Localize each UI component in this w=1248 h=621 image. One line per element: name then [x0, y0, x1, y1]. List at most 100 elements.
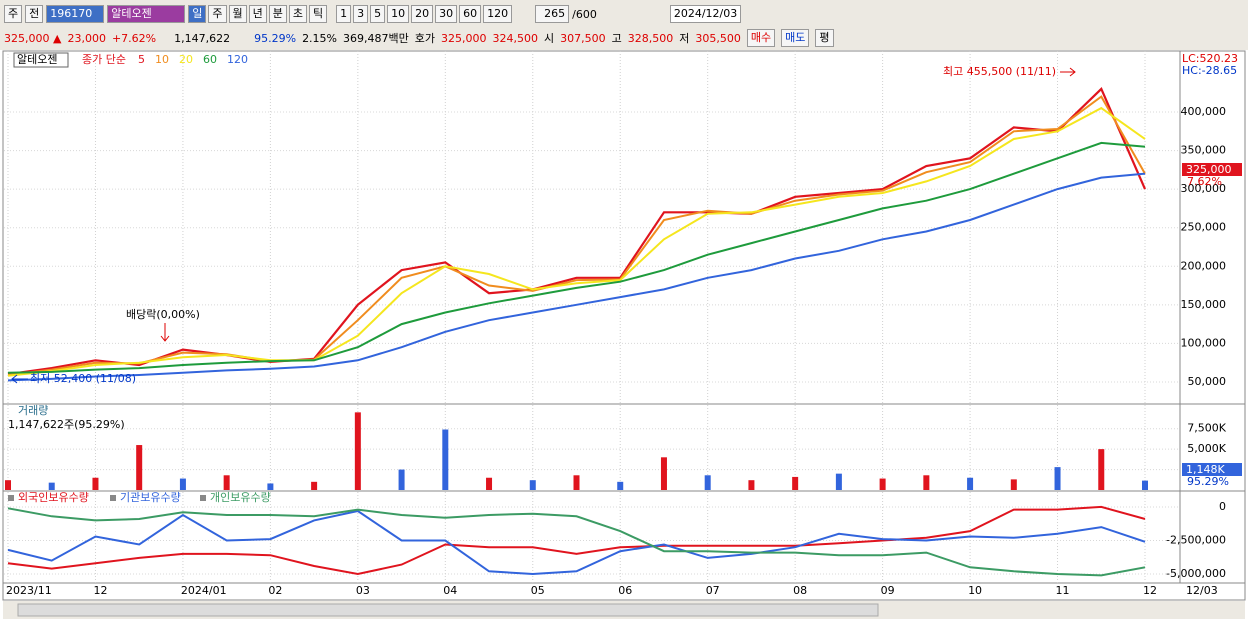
volume-bar: [879, 478, 886, 490]
period-button[interactable]: 월: [228, 5, 247, 23]
volume-bar: [354, 412, 361, 490]
x-tick-label: 12: [93, 584, 107, 597]
buy-button[interactable]: 매수: [746, 29, 776, 47]
series-line: [7, 141, 1146, 374]
y-tick-label: 100,000: [1181, 336, 1227, 349]
prev-button[interactable]: 전: [25, 5, 44, 23]
panel-title: 거래량: [18, 404, 48, 417]
interval-button[interactable]: 30: [435, 5, 458, 23]
x-tick-label: 08: [793, 584, 807, 597]
period-button[interactable]: 일: [188, 5, 207, 23]
high-label: 고: [611, 32, 622, 45]
series-line: [7, 509, 1146, 576]
interval-button[interactable]: 1: [336, 5, 352, 23]
legend-entry: 5: [138, 53, 145, 66]
volume-bar: [967, 477, 974, 490]
interval-button[interactable]: 120: [483, 5, 513, 23]
date-input[interactable]: 2024/12/03: [669, 5, 742, 23]
interval-button[interactable]: 3: [353, 5, 369, 23]
sell-button[interactable]: 매도: [781, 29, 810, 47]
avg-button[interactable]: 평: [815, 29, 834, 47]
price-tag: [1182, 163, 1242, 176]
y-tick-label: 50,000: [1188, 375, 1227, 388]
volume-bar: [398, 469, 405, 490]
panel-info: 1,147,622주(95.29%): [8, 418, 125, 431]
x-tick-label: 10: [968, 584, 982, 597]
period-button[interactable]: 틱: [309, 5, 328, 23]
rate-label: 7.62%: [1187, 175, 1222, 188]
volume-bar: [529, 480, 536, 490]
volume-bar: [442, 429, 449, 490]
legend-entry: 120: [227, 53, 248, 66]
volume-bar: [1142, 480, 1148, 490]
series-line: [7, 95, 1146, 376]
count-max: /600: [572, 7, 597, 21]
count-input[interactable]: 265: [535, 5, 570, 23]
change: 23,000: [67, 31, 106, 45]
scroll-thumb[interactable]: [17, 603, 879, 617]
code-input[interactable]: 196170: [46, 5, 105, 23]
lc-label: LC:520.23: [1182, 52, 1238, 65]
series-line: [7, 172, 1146, 382]
arrow: [160, 323, 170, 342]
legend-entry: 외국인보유수량: [18, 491, 89, 504]
x-tick-label: 2024/01: [181, 584, 227, 597]
y-tick-label: 400,000: [1181, 105, 1227, 118]
volume-bar: [792, 476, 799, 490]
volume-bar: [573, 475, 580, 490]
volume-bar: [92, 477, 99, 490]
price: 325,000 ▲: [4, 31, 62, 45]
period-button[interactable]: 초: [288, 5, 307, 23]
volume-bar: [1010, 479, 1017, 490]
legend-entry: 60: [203, 53, 217, 66]
chart-content: 2023/11 12 2024/01 02 03 04 05 06 07 08 09 10 11 12 12…: [4, 51, 1242, 597]
interval-button[interactable]: 60: [459, 5, 482, 23]
low: 305,500: [695, 31, 741, 45]
chart: 2023/11 12 2024/01 02 03 04 05 06 07 08 09 10 11 12 12…: [2, 50, 1246, 619]
stock-box: [13, 52, 69, 68]
volume-bar: [835, 473, 842, 490]
interval-button[interactable]: 10: [387, 5, 410, 23]
volume-ratio: 95.29%: [254, 31, 297, 45]
period-button[interactable]: 년: [248, 5, 267, 23]
stock-name[interactable]: 알테오젠: [107, 5, 186, 23]
x-tick-label: 06: [618, 584, 632, 597]
interval-button[interactable]: 20: [411, 5, 434, 23]
y-tick-label: 250,000: [1181, 221, 1227, 234]
volume-ratio-label: 95.29%: [1187, 475, 1229, 488]
legend-swatch: [200, 495, 206, 501]
x-tick-label: 2023/11: [6, 584, 52, 597]
volume-bar: [5, 480, 11, 490]
x-tick-label: 11: [1056, 584, 1070, 597]
legend-entry: 10: [155, 53, 169, 66]
y-tick-label: -2,500,000: [1166, 533, 1226, 546]
turnover: 2.15%: [302, 31, 338, 45]
interval-button[interactable]: 5: [370, 5, 386, 23]
x-tick-label: 12: [1143, 584, 1157, 597]
ask: 325,000: [441, 31, 487, 45]
period-button[interactable]: 분: [268, 5, 287, 23]
y-tick-label: -5,000,000: [1166, 567, 1226, 580]
legend-swatch: [8, 495, 14, 501]
y-tick-label: 7,500K: [1187, 422, 1226, 435]
x-tick-label: 03: [356, 584, 370, 597]
volume: 1,147,622: [174, 31, 231, 45]
amount: 369,487백만: [343, 32, 409, 45]
legend-swatch: [110, 495, 116, 501]
y-tick-label: 0: [1219, 500, 1226, 513]
series-line: [7, 505, 1146, 576]
low-label: 저: [679, 32, 690, 45]
stock-label: 알테오젠: [17, 52, 57, 66]
open-label: 시: [544, 32, 555, 45]
series-line: [7, 106, 1146, 377]
period-button[interactable]: 주: [208, 5, 227, 23]
y-tick-label: 150,000: [1181, 298, 1227, 311]
x-last-label: 12/03: [1186, 584, 1218, 597]
x-tick-label: 05: [531, 584, 545, 597]
volume-bar: [486, 477, 493, 490]
market-button[interactable]: 주: [4, 5, 23, 23]
legend-label: 종가 단순: [82, 53, 126, 66]
